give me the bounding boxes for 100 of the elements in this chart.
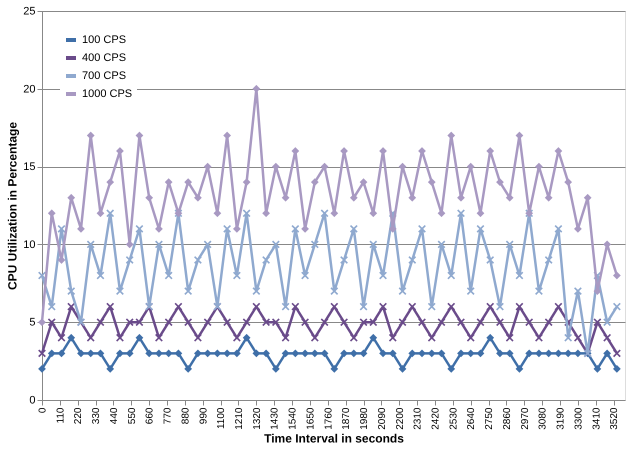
point [535,349,543,358]
point [262,256,270,264]
point [116,287,124,295]
point [184,178,192,186]
x-tick-label: 1100 [216,407,228,430]
legend-label: 1000 CPS [82,88,132,100]
point [242,334,250,342]
point [310,178,319,186]
point [506,349,514,358]
point [418,224,426,233]
x-tick-label: 3410 [591,407,602,430]
point [136,334,144,342]
point [320,209,328,218]
point [564,178,572,186]
point [564,334,572,342]
x-tick-label: 330 [91,407,102,424]
point [466,334,475,342]
point [447,365,456,373]
x-tick-label: 110 [55,407,66,424]
y-tick-label: 25 [23,6,36,18]
point [496,349,504,358]
point [466,287,475,295]
point [594,365,602,373]
point [145,194,154,202]
point [204,240,212,248]
x-tick-label: 880 [180,407,192,424]
point [574,349,582,358]
point [310,240,319,248]
point [574,287,582,295]
point [252,349,260,358]
point [447,302,456,311]
x-tick-label: 1870 [341,407,352,430]
point [223,224,232,233]
point [506,240,514,248]
point [262,349,270,358]
point [603,349,612,358]
point [242,209,250,218]
point [369,318,378,326]
x-tick-label: 2310 [412,407,424,430]
point [106,302,114,311]
point [350,334,358,342]
point [126,349,134,358]
point [252,302,260,311]
point [155,240,163,248]
x-tick-label: 990 [198,407,210,424]
point [214,349,222,358]
point [418,349,426,358]
point [67,287,76,295]
point [428,349,436,358]
point [554,302,562,311]
x-tick-label: 1210 [234,407,245,430]
x-tick-label: 1320 [252,407,263,430]
point [194,334,202,342]
point [96,318,104,326]
point [194,256,202,264]
point [320,349,328,358]
point [360,318,368,326]
point [428,178,436,186]
point [301,318,309,326]
point [38,272,46,280]
x-tick-label: 1650 [305,407,316,430]
point [38,365,46,373]
point [233,272,241,280]
point [398,365,406,373]
point [603,318,612,326]
point [272,318,280,326]
point [535,287,543,295]
point [350,194,358,202]
x-tick-label: 2200 [394,407,406,430]
point [398,287,406,295]
point [233,349,241,358]
point [506,334,514,342]
y-tick-label: 20 [23,83,36,96]
point [116,349,124,358]
point [282,334,290,342]
x-tick-label: 220 [73,407,84,424]
y-axis-title: CPU Utilization in Percentage [5,122,20,290]
point [174,349,182,358]
point [126,256,134,264]
point [291,224,300,233]
point [126,318,134,326]
point [58,349,66,358]
point [544,318,553,326]
point [486,302,494,311]
x-tick-label: 3190 [556,407,567,430]
point [106,365,114,373]
point [184,365,192,373]
x-tick-label: 0 [38,407,48,414]
point [301,349,309,358]
point [544,256,553,264]
point [438,240,446,248]
y-tick-label: 0 [29,394,36,406]
point [574,334,582,342]
legend-label: 400 CPS [82,52,126,64]
point [496,178,504,186]
point [428,334,436,342]
point [310,334,319,342]
point [136,318,144,326]
point [48,302,56,311]
point [164,272,173,280]
